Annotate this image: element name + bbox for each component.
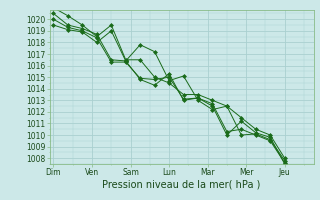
X-axis label: Pression niveau de la mer( hPa ): Pression niveau de la mer( hPa ): [102, 180, 261, 190]
